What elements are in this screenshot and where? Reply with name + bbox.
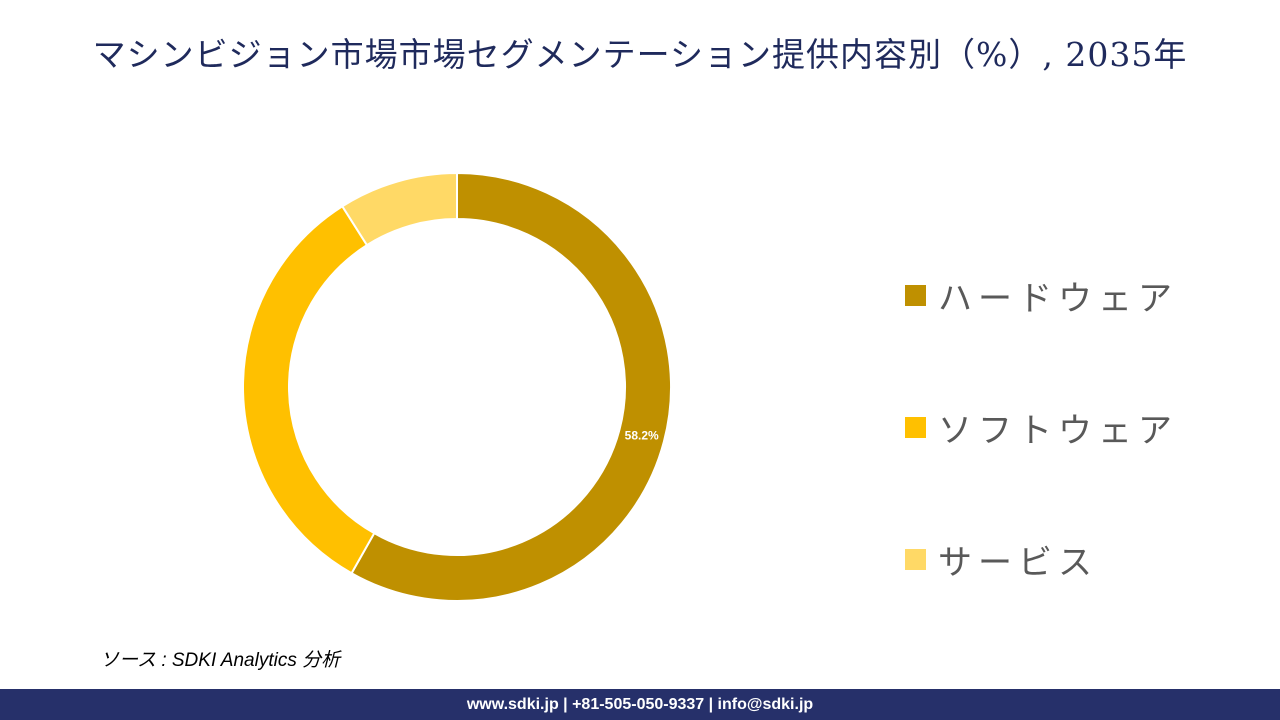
donut-chart: 58.2% xyxy=(242,171,672,602)
legend-swatch-services xyxy=(905,548,926,570)
legend-swatch-software xyxy=(905,416,926,438)
data-label-hardware: 58.2% xyxy=(625,429,659,443)
donut-slice-hardware xyxy=(350,171,672,602)
donut-slice-software xyxy=(242,204,376,575)
legend-item-services: サービス xyxy=(905,534,1178,584)
legend-swatch-hardware xyxy=(905,284,926,306)
legend-label-services: サービス xyxy=(938,542,1098,583)
legend-label-hardware: ハードウェア xyxy=(938,278,1178,319)
source-note: ソース : SDKI Analytics 分析 xyxy=(100,650,341,671)
legend-item-hardware: ハードウェア xyxy=(905,270,1178,320)
legend-label-software: ソフトウェア xyxy=(938,410,1178,451)
legend: ハードウェア ソフトウェア サービス xyxy=(905,270,1178,666)
footer-contact-bar: www.sdki.jp | +81-505-050-9337 | info@sd… xyxy=(0,689,1280,720)
donut-slice-services xyxy=(340,171,458,247)
chart-title: マシンビジョン市場市場セグメンテーション提供内容別（%）, 2035年 xyxy=(92,35,1188,74)
legend-item-software: ソフトウェア xyxy=(905,402,1178,452)
